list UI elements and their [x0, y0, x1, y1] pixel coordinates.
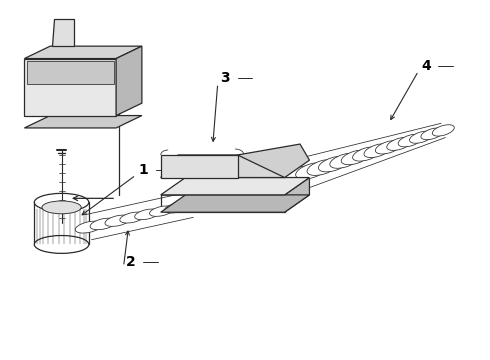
Text: 3: 3	[220, 71, 230, 85]
Ellipse shape	[421, 128, 444, 140]
Ellipse shape	[295, 163, 327, 179]
Polygon shape	[161, 155, 238, 177]
Polygon shape	[116, 46, 142, 116]
Ellipse shape	[105, 215, 131, 226]
Text: 2: 2	[126, 255, 136, 269]
Polygon shape	[161, 155, 302, 177]
Ellipse shape	[353, 147, 380, 161]
Polygon shape	[285, 177, 310, 212]
Ellipse shape	[364, 144, 391, 158]
Ellipse shape	[432, 125, 454, 136]
Ellipse shape	[135, 209, 159, 220]
Ellipse shape	[307, 159, 338, 175]
Ellipse shape	[375, 140, 401, 154]
Polygon shape	[51, 19, 74, 46]
Ellipse shape	[410, 131, 433, 143]
Ellipse shape	[149, 206, 173, 216]
Polygon shape	[24, 46, 142, 59]
Text: 1: 1	[139, 163, 148, 177]
Ellipse shape	[387, 138, 412, 150]
Ellipse shape	[330, 153, 359, 168]
Ellipse shape	[120, 212, 145, 223]
Polygon shape	[161, 177, 310, 195]
Ellipse shape	[165, 203, 188, 213]
Ellipse shape	[318, 156, 348, 172]
Text: 4: 4	[421, 59, 431, 73]
Polygon shape	[24, 116, 142, 128]
Ellipse shape	[75, 221, 102, 233]
Ellipse shape	[42, 201, 81, 214]
Ellipse shape	[90, 218, 117, 230]
Polygon shape	[161, 195, 310, 212]
Ellipse shape	[34, 193, 89, 211]
Ellipse shape	[179, 200, 202, 210]
Ellipse shape	[284, 166, 317, 183]
Polygon shape	[27, 62, 114, 84]
Ellipse shape	[273, 169, 306, 186]
Ellipse shape	[341, 150, 370, 165]
Ellipse shape	[398, 134, 422, 147]
Polygon shape	[24, 59, 116, 116]
Ellipse shape	[34, 235, 89, 253]
Polygon shape	[238, 144, 310, 177]
